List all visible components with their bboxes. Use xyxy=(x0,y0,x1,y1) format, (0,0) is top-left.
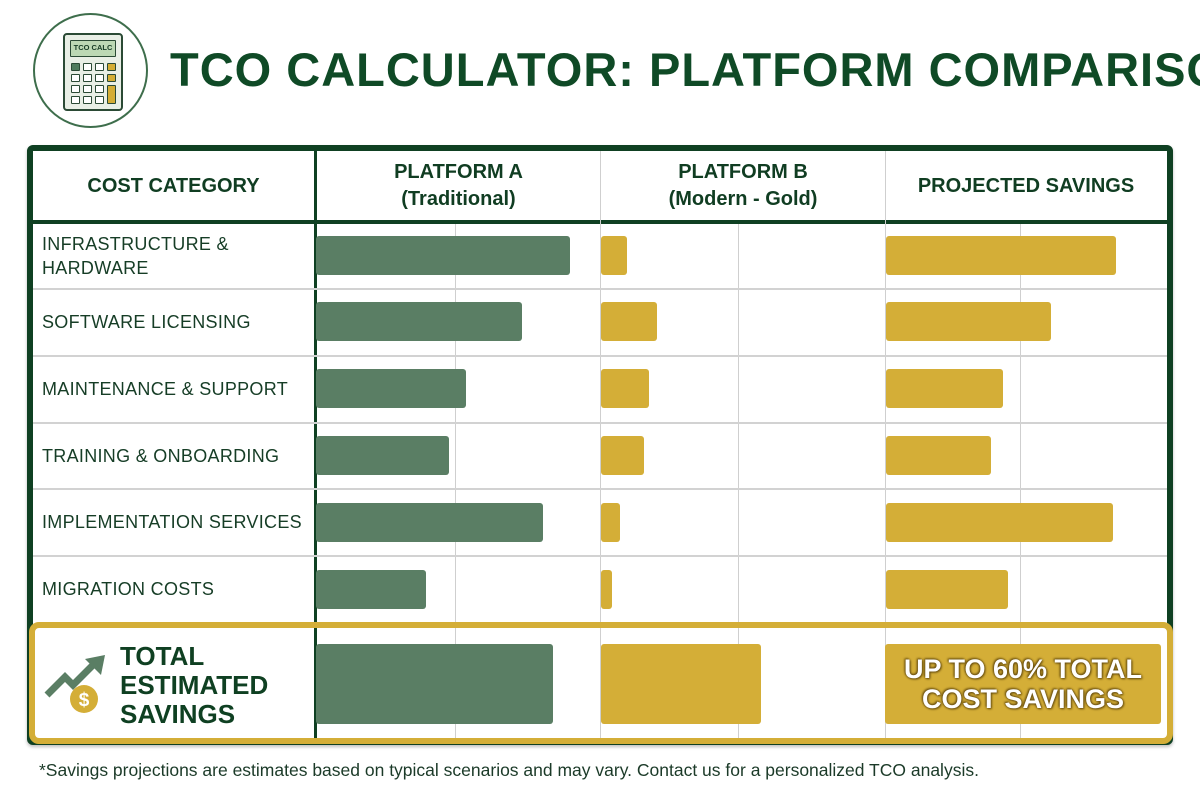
header-platform-b: PLATFORM B (Modern - Gold) xyxy=(668,161,818,210)
row-divider xyxy=(33,488,1167,490)
row-label-implementation: IMPLEMENTATION SERVICES xyxy=(42,512,302,532)
calculator-screen: TCO CALC xyxy=(70,40,116,57)
bar-platform-a-infrastructure xyxy=(316,236,570,275)
bar-platform-a-maintenance xyxy=(316,369,466,408)
bar-savings-infrastructure xyxy=(886,236,1116,275)
header-platform-a: PLATFORM A (Traditional) xyxy=(394,161,523,210)
column-divider xyxy=(600,151,601,739)
total-savings-callout: UP TO 60% TOTAL COST SAVINGS xyxy=(885,644,1161,724)
bar-platform-b-maintenance xyxy=(601,369,649,408)
total-label: TOTAL ESTIMATED SAVINGS xyxy=(120,641,269,729)
row-label-training: TRAINING & ONBOARDING xyxy=(42,445,280,466)
bar-platform-a-implementation xyxy=(316,503,543,542)
bar-savings-maintenance xyxy=(886,369,1003,408)
header: TCO CALC TCO CALCULATOR: PLATFORM COMPAR… xyxy=(0,0,1200,140)
bar-platform-a-software xyxy=(316,302,522,341)
bar-platform-a-total xyxy=(316,644,553,724)
row-divider xyxy=(33,422,1167,424)
comparison-table: COST CATEGORY PLATFORM A (Traditional) P… xyxy=(27,145,1173,745)
footnote: *Savings projections are estimates based… xyxy=(39,760,979,780)
row-divider xyxy=(33,288,1167,290)
row-divider xyxy=(33,355,1167,357)
bar-platform-b-implementation xyxy=(601,503,620,542)
bar-savings-training xyxy=(886,436,991,475)
grid-line xyxy=(455,224,456,739)
bar-platform-b-total xyxy=(601,644,761,724)
header-cost-category: COST CATEGORY xyxy=(87,174,260,197)
bar-savings-implementation xyxy=(886,503,1113,542)
label-column-divider xyxy=(314,151,317,739)
bar-platform-b-infrastructure xyxy=(601,236,627,275)
bar-platform-b-training xyxy=(601,436,644,475)
svg-text:$: $ xyxy=(79,690,90,711)
bar-platform-b-migration xyxy=(601,570,612,609)
logo: TCO CALC xyxy=(33,13,148,128)
column-divider xyxy=(885,151,886,739)
row-label-infrastructure: INFRASTRUCTURE & HARDWARE xyxy=(42,234,229,278)
header-projected-savings: PROJECTED SAVINGS xyxy=(917,174,1135,197)
grid-line xyxy=(738,224,739,739)
bar-platform-a-migration xyxy=(316,570,426,609)
row-label-maintenance: MAINTENANCE & SUPPORT xyxy=(42,379,289,399)
bar-platform-a-training xyxy=(316,436,449,475)
bar-savings-migration xyxy=(886,570,1008,609)
grid-line xyxy=(1020,224,1021,739)
total-row-highlight xyxy=(29,622,1173,744)
bar-platform-b-software xyxy=(601,302,657,341)
row-label-migration: MIGRATION COSTS xyxy=(42,579,215,599)
page-title: TCO CALCULATOR: PLATFORM COMPARISON xyxy=(170,43,1200,96)
trend-up-dollar-icon: $ xyxy=(44,655,105,713)
row-divider xyxy=(33,555,1167,557)
row-label-software-licensing: SOFTWARE LICENSING xyxy=(42,312,251,332)
calculator-keys xyxy=(71,63,117,104)
calculator-icon: TCO CALC xyxy=(63,33,123,111)
bar-savings-software xyxy=(886,302,1051,341)
